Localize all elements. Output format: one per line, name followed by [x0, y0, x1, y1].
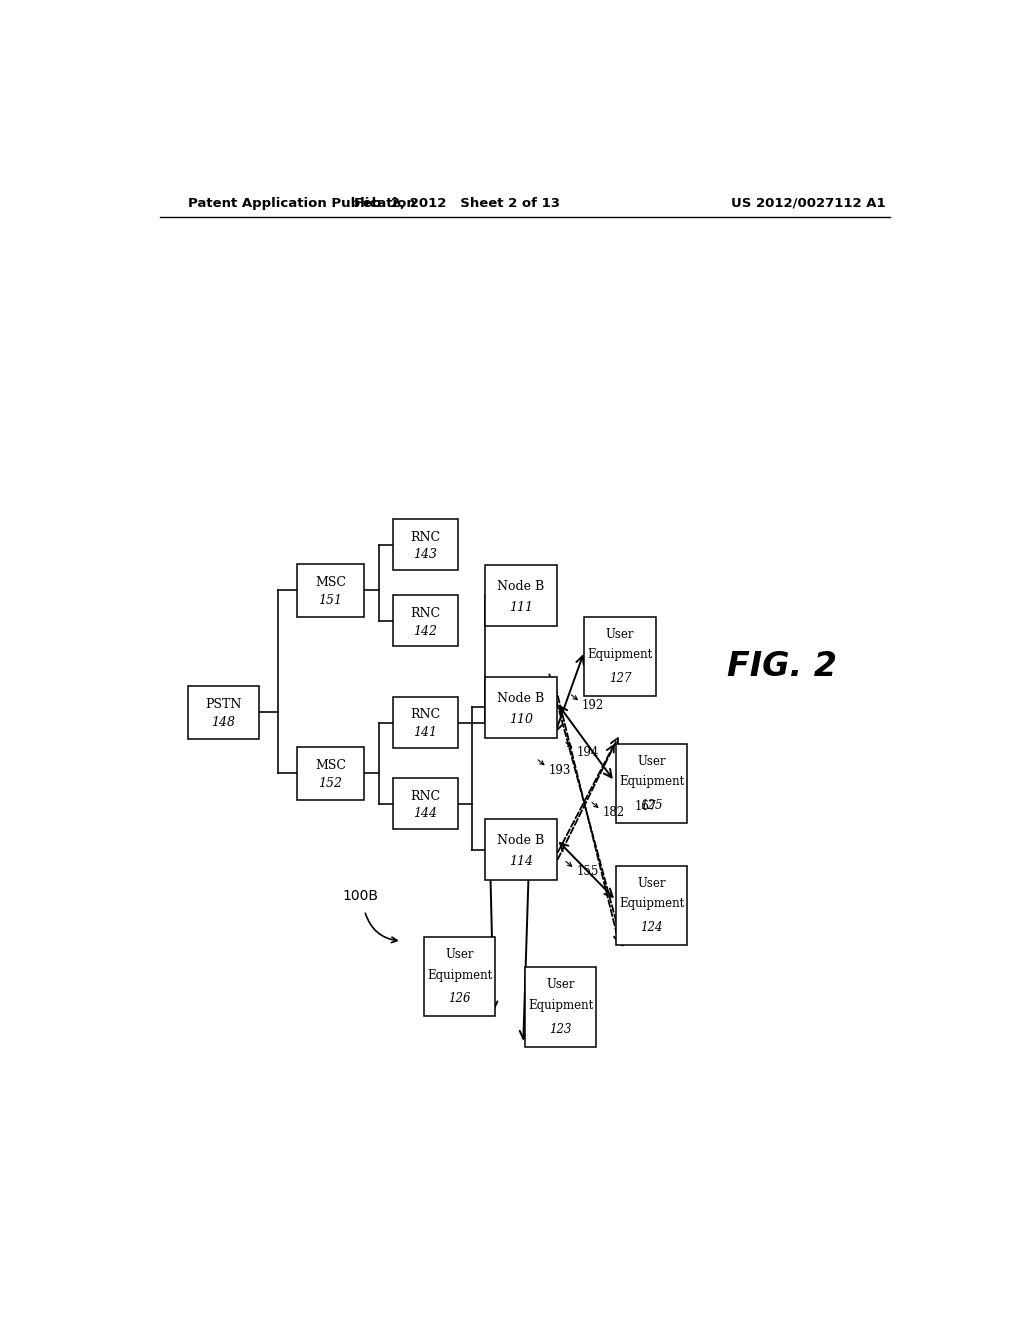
- Text: Node B: Node B: [498, 834, 545, 847]
- Text: Equipment: Equipment: [427, 969, 493, 982]
- Text: User: User: [638, 755, 666, 768]
- Text: Equipment: Equipment: [620, 898, 684, 911]
- Text: FIG. 2: FIG. 2: [727, 651, 838, 684]
- Text: RNC: RNC: [411, 709, 440, 721]
- Text: 193: 193: [549, 764, 571, 776]
- Text: RNC: RNC: [411, 789, 440, 803]
- Text: 148: 148: [211, 717, 236, 730]
- Bar: [485, 818, 557, 880]
- Text: 141: 141: [414, 726, 437, 739]
- Text: 125: 125: [641, 799, 663, 812]
- Text: 100B: 100B: [342, 890, 378, 903]
- Text: Node B: Node B: [498, 579, 545, 593]
- Text: 110: 110: [509, 713, 532, 726]
- Text: 192: 192: [582, 698, 604, 711]
- Text: User: User: [638, 876, 666, 890]
- Bar: [393, 595, 458, 647]
- Bar: [393, 697, 458, 748]
- Text: Equipment: Equipment: [620, 775, 684, 788]
- Text: 123: 123: [549, 1023, 571, 1036]
- Bar: [393, 519, 458, 570]
- Text: Feb. 2, 2012   Sheet 2 of 13: Feb. 2, 2012 Sheet 2 of 13: [354, 197, 560, 210]
- Bar: [485, 677, 557, 738]
- Text: User: User: [546, 978, 574, 991]
- Text: Equipment: Equipment: [588, 648, 652, 661]
- Text: 167: 167: [634, 800, 656, 813]
- Text: 151: 151: [318, 594, 342, 607]
- Text: 111: 111: [509, 601, 532, 614]
- Text: Patent Application Publication: Patent Application Publication: [187, 197, 416, 210]
- Text: MSC: MSC: [314, 759, 346, 772]
- Bar: [616, 866, 687, 945]
- Text: Equipment: Equipment: [528, 999, 593, 1012]
- Bar: [524, 968, 596, 1047]
- Bar: [297, 564, 365, 616]
- Text: Node B: Node B: [498, 692, 545, 705]
- Text: 152: 152: [318, 777, 342, 791]
- Text: 124: 124: [641, 921, 663, 935]
- Bar: [393, 779, 458, 829]
- Text: MSC: MSC: [314, 576, 346, 589]
- Text: PSTN: PSTN: [205, 698, 242, 711]
- Text: RNC: RNC: [411, 607, 440, 619]
- Text: 144: 144: [414, 808, 437, 821]
- Text: 143: 143: [414, 548, 437, 561]
- Text: 127: 127: [609, 672, 631, 685]
- Text: 155: 155: [577, 866, 599, 878]
- Text: US 2012/0027112 A1: US 2012/0027112 A1: [731, 197, 886, 210]
- Bar: [424, 937, 496, 1016]
- Text: 114: 114: [509, 855, 532, 869]
- Bar: [616, 744, 687, 824]
- Bar: [297, 747, 365, 800]
- Text: 142: 142: [414, 624, 437, 638]
- Bar: [585, 616, 655, 696]
- Text: 126: 126: [449, 993, 471, 1006]
- Text: 194: 194: [577, 747, 599, 759]
- Text: RNC: RNC: [411, 531, 440, 544]
- Bar: [187, 686, 259, 739]
- Bar: [485, 565, 557, 626]
- Text: 182: 182: [602, 807, 625, 820]
- Text: User: User: [606, 628, 634, 640]
- Text: User: User: [445, 948, 474, 961]
